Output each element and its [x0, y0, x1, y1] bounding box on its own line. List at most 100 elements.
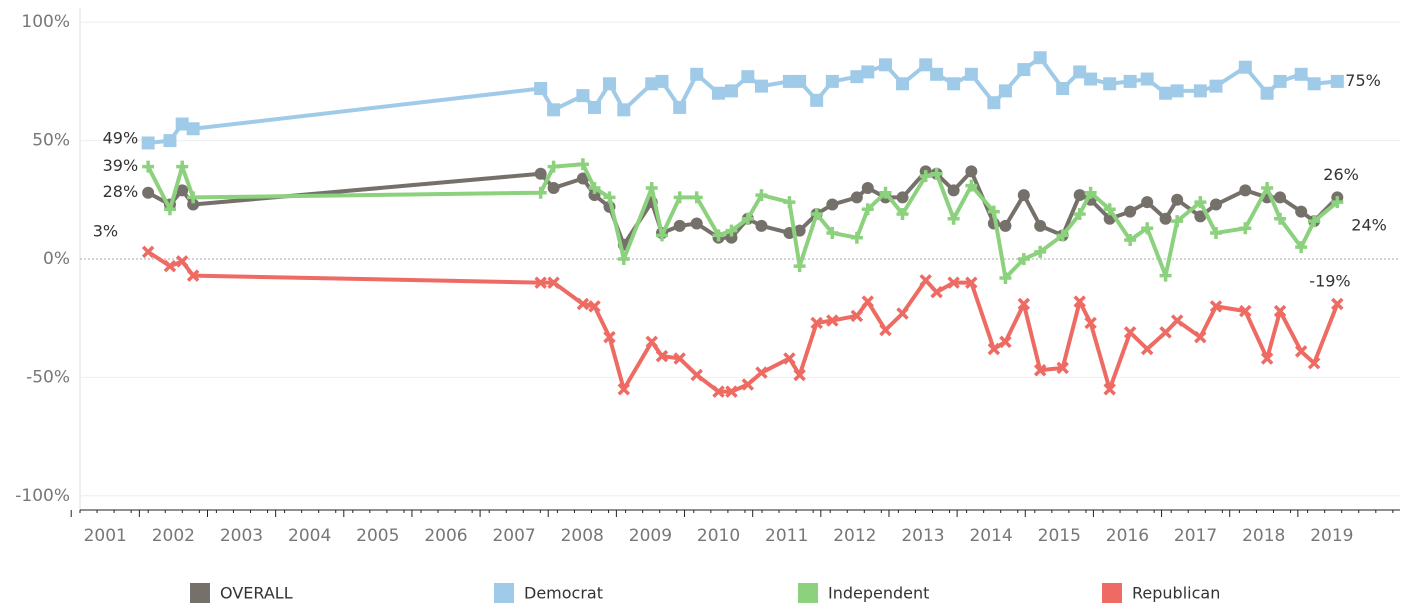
marker — [1239, 304, 1252, 318]
marker — [793, 224, 806, 237]
marker — [1273, 304, 1287, 318]
marker — [1273, 74, 1287, 88]
x-tick-label: 2010 — [697, 526, 740, 546]
marker — [826, 226, 839, 239]
marker — [999, 219, 1012, 232]
legend-label: Republican — [1132, 584, 1220, 603]
marker — [947, 276, 960, 289]
marker — [690, 67, 704, 81]
marker — [998, 84, 1012, 98]
x-tick-label: 2017 — [1174, 526, 1217, 546]
marker — [187, 198, 200, 211]
data-label: 24% — [1351, 216, 1387, 235]
marker — [1308, 215, 1321, 228]
x-tick-label: 2012 — [833, 526, 876, 546]
marker — [602, 77, 616, 91]
marker — [965, 179, 978, 192]
legend-label: OVERALL — [220, 584, 293, 603]
marker — [850, 191, 863, 204]
x-tick-label: 2015 — [1038, 526, 1081, 546]
marker — [1239, 222, 1252, 235]
x-tick-label: 2006 — [424, 526, 467, 546]
marker — [930, 167, 943, 180]
marker — [1274, 191, 1287, 204]
marker — [1141, 196, 1154, 209]
marker — [547, 276, 560, 289]
marker — [947, 184, 960, 197]
marker — [826, 314, 839, 327]
marker — [1274, 212, 1287, 225]
marker — [163, 203, 176, 216]
x-tick-label: 2011 — [765, 526, 808, 546]
marker — [141, 245, 155, 259]
marker — [725, 224, 738, 237]
marker — [1194, 196, 1207, 209]
marker — [673, 100, 687, 114]
marker — [879, 323, 892, 337]
marker — [1209, 79, 1223, 93]
marker — [655, 349, 669, 363]
marker — [1260, 86, 1274, 100]
marker — [1073, 65, 1087, 79]
marker — [755, 189, 768, 202]
marker — [919, 58, 933, 72]
marker — [793, 368, 806, 382]
marker — [163, 134, 177, 148]
marker — [987, 96, 1001, 110]
marker — [673, 219, 686, 232]
marker — [534, 186, 547, 199]
y-tick-label: -50% — [26, 367, 70, 387]
x-tick-label: 2008 — [561, 526, 604, 546]
marker — [1294, 345, 1308, 358]
marker — [755, 366, 768, 379]
marker — [617, 103, 631, 117]
marker — [176, 184, 189, 197]
marker — [1239, 184, 1252, 197]
marker — [655, 74, 669, 88]
marker — [861, 65, 875, 79]
marker — [690, 217, 703, 230]
line — [147, 169, 1339, 247]
marker — [1017, 297, 1031, 311]
marker — [163, 259, 177, 273]
marker — [690, 368, 703, 382]
marker — [142, 186, 155, 199]
marker — [1170, 84, 1184, 98]
legend-swatch — [190, 583, 210, 603]
marker — [1073, 295, 1086, 308]
marker — [1034, 219, 1047, 232]
marker — [1159, 269, 1172, 282]
marker — [896, 208, 909, 221]
marker — [1307, 77, 1321, 91]
marker — [793, 260, 806, 273]
marker — [1103, 77, 1117, 91]
marker — [1140, 342, 1154, 356]
y-tick-label: 50% — [32, 131, 70, 151]
marker — [741, 70, 755, 84]
line — [146, 162, 1339, 280]
marker — [655, 229, 668, 242]
marker — [712, 385, 725, 398]
marker — [645, 335, 658, 349]
marker — [754, 79, 768, 93]
y-tick-label: 0% — [43, 249, 70, 269]
marker — [930, 67, 944, 81]
marker — [793, 74, 807, 88]
data-label: 39% — [103, 156, 139, 175]
marker — [1170, 314, 1184, 327]
marker — [576, 158, 589, 171]
marker — [1159, 86, 1173, 100]
marker — [810, 316, 823, 330]
marker — [987, 342, 1001, 356]
x-tick-label: 2004 — [288, 526, 331, 546]
marker — [1295, 241, 1308, 254]
marker — [1123, 326, 1137, 339]
marker — [965, 276, 978, 289]
marker — [175, 117, 189, 131]
marker — [850, 309, 864, 323]
marker — [690, 191, 703, 204]
marker — [965, 165, 978, 178]
marker — [534, 167, 547, 180]
marker — [712, 229, 725, 242]
marker — [1238, 60, 1252, 74]
